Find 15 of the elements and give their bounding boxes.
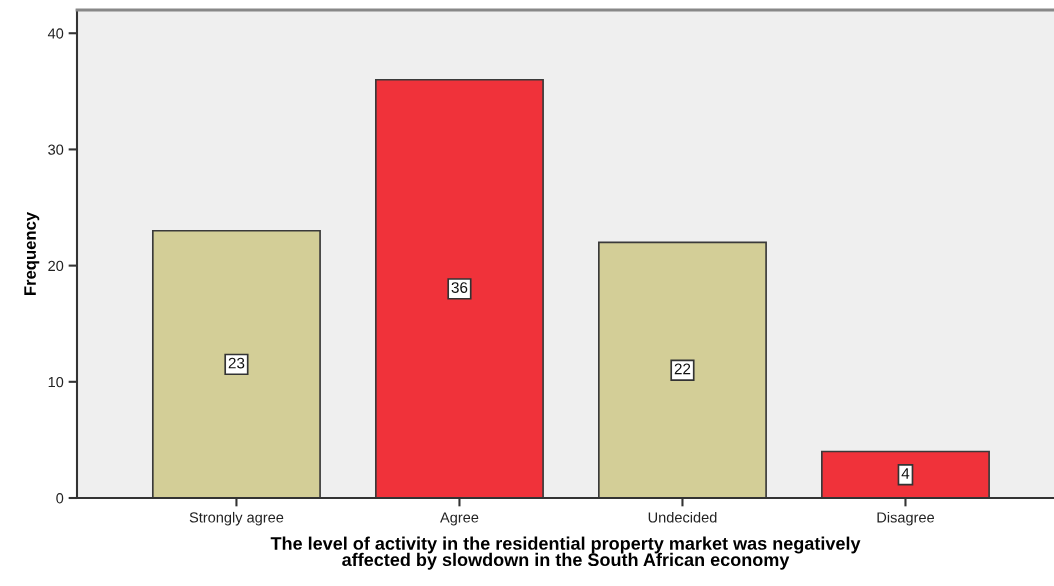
x-tick-label: Agree <box>440 512 479 526</box>
y-tick-label: 0 <box>56 493 64 504</box>
data-label: 22 <box>674 363 691 375</box>
y-tick-label: 30 <box>48 144 64 155</box>
data-label: 23 <box>228 357 245 369</box>
y-axis-title: Frequency <box>24 211 40 296</box>
data-label: 36 <box>451 282 468 293</box>
data-label: 4 <box>901 468 910 479</box>
x-tick-label: Strongly agree <box>189 511 284 526</box>
x-tick-label: Undecided <box>648 511 717 523</box>
x-tick-label: Disagree <box>877 511 935 526</box>
x-axis-title: The level of activity in the residential property market was negatively affected by slowdown in the South African economy <box>270 536 861 570</box>
y-tick-label: 20 <box>48 260 64 272</box>
y-tick-label: 10 <box>48 376 64 388</box>
y-tick-label: 40 <box>47 28 64 39</box>
